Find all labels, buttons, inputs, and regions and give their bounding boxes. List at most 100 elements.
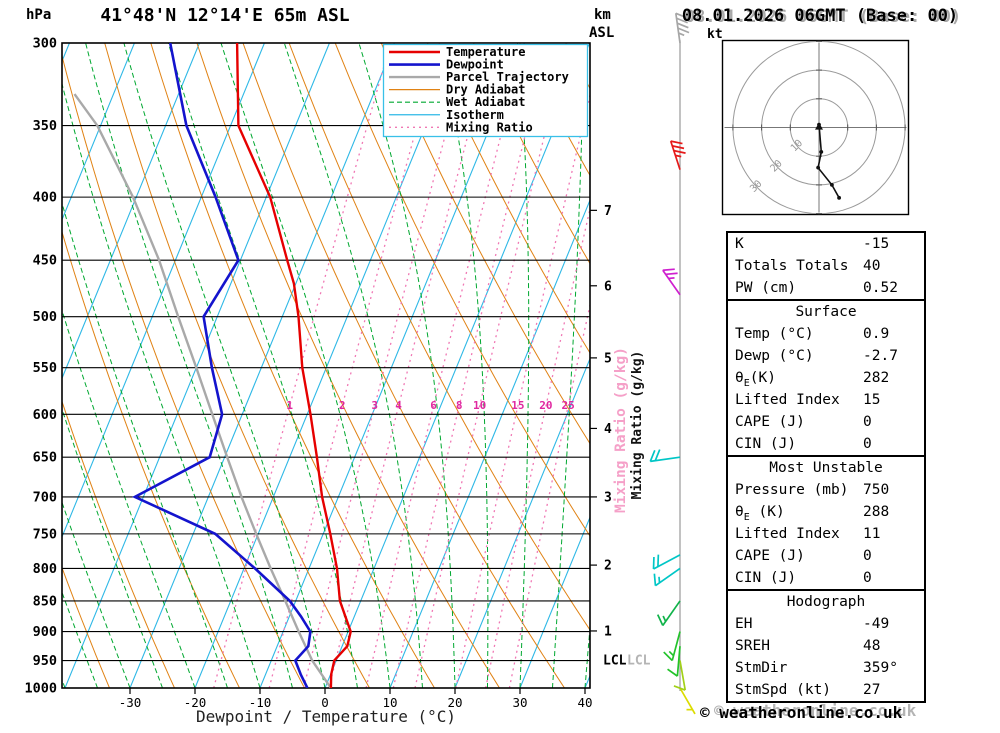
stat-row: Totals Totals 40 bbox=[728, 255, 924, 277]
stat-label: CAPE (J) bbox=[735, 548, 805, 564]
svg-text:800: 800 bbox=[33, 561, 57, 577]
stat-row: Lifted Index 11 bbox=[728, 523, 924, 545]
svg-text:650: 650 bbox=[33, 450, 57, 466]
stat-row: EH -49 bbox=[728, 613, 924, 635]
stat-label: Pressure (mb) bbox=[735, 482, 849, 498]
stat-label: Lifted Index bbox=[735, 392, 840, 408]
svg-text:Mixing Ratio (g/kg): Mixing Ratio (g/kg) bbox=[613, 347, 629, 513]
svg-text:Mixing Ratio: Mixing Ratio bbox=[446, 120, 533, 134]
stat-row: Temp (°C) 0.9 bbox=[728, 323, 924, 345]
stat-label: θE (K) bbox=[735, 504, 785, 523]
svg-text:-20: -20 bbox=[184, 695, 207, 710]
stats-section: Hodograph EH -49 SREH 48 StmDir 359° StmSpd (kt… bbox=[728, 589, 924, 701]
pressure-axis-unit: hPa bbox=[26, 7, 52, 23]
stat-value: 0.52 bbox=[863, 280, 898, 296]
stat-label: StmDir bbox=[735, 660, 788, 676]
svg-text:750: 750 bbox=[33, 526, 57, 542]
stat-label: Totals Totals bbox=[735, 258, 849, 274]
svg-text:Parcel Trajectory: Parcel Trajectory bbox=[446, 70, 569, 84]
svg-text:850: 850 bbox=[33, 593, 57, 609]
stat-label: K bbox=[735, 236, 744, 252]
svg-text:LCL: LCL bbox=[603, 653, 627, 668]
altitude-axis-unit-km: km bbox=[594, 7, 611, 23]
stat-row: Pressure (mb) 750 bbox=[728, 479, 924, 501]
altitude-tick-labels: 7 6 5 4 3 2 1 bbox=[590, 204, 612, 639]
stat-row: Dewp (°C) -2.7 bbox=[728, 345, 924, 367]
sounding-profiles bbox=[73, 43, 352, 688]
svg-text:0: 0 bbox=[321, 695, 329, 710]
storm-motion-marker bbox=[815, 122, 823, 130]
stat-row: CIN (J) 0 bbox=[728, 567, 924, 589]
stat-row: θE(K) 282 bbox=[728, 367, 924, 389]
stats-section: Surface Temp (°C) 0.9 Dewp (°C) -2.7 θE(K) 282… bbox=[728, 299, 924, 455]
wind-barb-column bbox=[649, 12, 696, 715]
stat-value: 359° bbox=[863, 660, 898, 676]
watermark: © weatheronline.co.uk © weatheronline.co… bbox=[700, 701, 1000, 722]
stat-value: 0 bbox=[863, 548, 872, 564]
hodograph-unit-label: kt bbox=[707, 27, 723, 42]
plot-border bbox=[61, 42, 591, 689]
svg-text:2: 2 bbox=[339, 399, 346, 412]
stat-value: -15 bbox=[863, 236, 890, 252]
lcl-label: LCL LCL bbox=[603, 653, 651, 668]
station-title: 41°48'N 12°14'E 65m ASL bbox=[100, 5, 350, 26]
isotherm-lines bbox=[62, 43, 590, 688]
stat-row: θE (K) 288 bbox=[728, 501, 924, 523]
svg-text:Dewpoint: Dewpoint bbox=[446, 58, 504, 72]
svg-text:Temperature: Temperature bbox=[446, 45, 525, 59]
stat-value: 0 bbox=[863, 436, 872, 452]
stat-row: SREH 48 bbox=[728, 635, 924, 657]
stat-value: 27 bbox=[863, 682, 881, 698]
stat-value: 750 bbox=[863, 482, 890, 498]
svg-text:700: 700 bbox=[33, 489, 57, 505]
svg-text:1000: 1000 bbox=[24, 681, 57, 697]
svg-text:4: 4 bbox=[604, 422, 612, 437]
run-date-text: 08.01.2026 06GMT (Base: 00) bbox=[681, 6, 959, 26]
watermark-ghost-text: © weatheronline.co.uk bbox=[714, 701, 917, 720]
stats-section: Most Unstable Pressure (mb) 750 θE (K) 288 Li… bbox=[728, 455, 924, 589]
stat-label: CAPE (J) bbox=[735, 414, 805, 430]
stat-value: 0.9 bbox=[863, 326, 890, 342]
run-date-ghost-text: 08.01.2026 06GMT (Base: 00) bbox=[684, 7, 962, 27]
svg-text:950: 950 bbox=[33, 653, 57, 669]
stat-label: StmSpd (kt) bbox=[735, 682, 832, 698]
svg-text:5: 5 bbox=[604, 351, 612, 366]
altitude-axis-unit-asl: ASL bbox=[589, 25, 615, 41]
stats-section-title: Surface bbox=[795, 304, 857, 320]
stat-value: 282 bbox=[863, 370, 890, 386]
svg-text:25: 25 bbox=[562, 399, 575, 412]
svg-text:LCL: LCL bbox=[627, 653, 651, 668]
run-date-title: 08.01.2026 06GMT (Base: 00) 08.01.2026 0… bbox=[635, 6, 1000, 27]
svg-text:20: 20 bbox=[447, 695, 462, 710]
stats-section-title: Hodograph bbox=[786, 594, 866, 610]
stat-label: Temp (°C) bbox=[735, 326, 814, 342]
watermark-text: © weatheronline.co.uk bbox=[700, 703, 903, 722]
stat-label: Dewp (°C) bbox=[735, 348, 814, 364]
svg-text:10: 10 bbox=[382, 695, 397, 710]
svg-text:500: 500 bbox=[33, 309, 57, 325]
stat-row: StmSpd (kt) 27 bbox=[728, 679, 924, 701]
stat-row: StmDir 359° bbox=[728, 657, 924, 679]
stat-label: CIN (J) bbox=[735, 570, 797, 586]
svg-text:350: 350 bbox=[33, 118, 57, 134]
svg-text:6: 6 bbox=[604, 279, 612, 294]
stat-label: CIN (J) bbox=[735, 436, 797, 452]
stat-value: -49 bbox=[863, 616, 890, 632]
stat-row: PW (cm) 0.52 bbox=[728, 277, 924, 299]
stat-label: EH bbox=[735, 616, 753, 632]
svg-text:900: 900 bbox=[33, 624, 57, 640]
svg-text:600: 600 bbox=[33, 407, 57, 423]
svg-text:400: 400 bbox=[33, 190, 57, 206]
stat-value: 15 bbox=[863, 392, 881, 408]
svg-text:1: 1 bbox=[286, 399, 293, 412]
svg-text:Wet Adiabat: Wet Adiabat bbox=[446, 95, 525, 109]
dewpoint-curve bbox=[131, 43, 312, 688]
svg-text:10: 10 bbox=[473, 399, 486, 412]
x-axis-title: Dewpoint / Temperature (°C) bbox=[195, 707, 457, 726]
stat-value: 288 bbox=[863, 504, 890, 520]
stat-label: θE(K) bbox=[735, 370, 776, 389]
svg-text:6: 6 bbox=[430, 399, 437, 412]
svg-text:30: 30 bbox=[512, 695, 527, 710]
